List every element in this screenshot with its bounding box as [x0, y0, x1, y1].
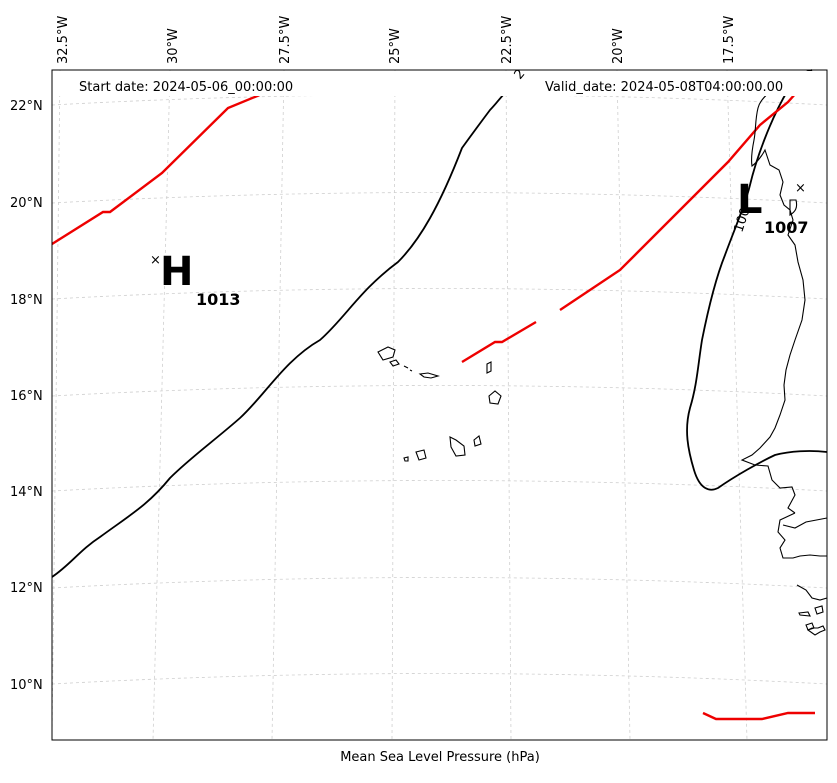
isobar-east — [686, 71, 828, 491]
island-brava — [403, 456, 409, 462]
x-axis-label: Mean Sea Level Pressure (hPa) — [340, 750, 540, 765]
lat-label: 20°N — [10, 196, 43, 211]
coast-cape-peninsula — [789, 199, 798, 216]
island-santo-antao — [377, 346, 396, 361]
island-santiago — [449, 436, 466, 457]
island-maio — [473, 435, 482, 447]
island-sal — [486, 361, 492, 374]
lat-label: 16°N — [10, 389, 43, 404]
parallel-18n — [51, 288, 828, 300]
high-pressure-value: 1013 — [196, 290, 241, 309]
lon-label: 25°W — [388, 28, 403, 64]
fronts — [51, 74, 815, 721]
front-south — [702, 711, 815, 721]
low-letter: L — [737, 177, 763, 223]
coast-africa-north — [740, 89, 806, 514]
low-centre-marker: × — [795, 181, 806, 196]
low-pressure-centre: × L 1007 — [737, 177, 809, 237]
high-pressure-centre: × H 1013 — [150, 249, 241, 309]
lon-label: 20°W — [611, 28, 626, 64]
lon-label: 27.5°W — [278, 16, 293, 64]
lon-label: 17.5°W — [722, 16, 737, 64]
start-date-label: Start date: 2024-05-06_00:00:00 — [79, 80, 293, 95]
isobar-west — [51, 92, 506, 578]
lat-label: 12°N — [10, 581, 43, 596]
meridian-32-5w — [51, 69, 61, 741]
header-band — [53, 71, 826, 96]
lat-label: 10°N — [10, 678, 43, 693]
graticule — [51, 69, 828, 741]
isobars — [51, 69, 828, 578]
high-centre-marker: × — [150, 253, 161, 268]
lon-label: 30°W — [166, 28, 181, 64]
meridian-27-5w — [271, 69, 285, 741]
parallel-22n — [51, 94, 828, 106]
meridian-20w — [616, 69, 631, 741]
front-central-a — [461, 320, 537, 364]
coastline — [740, 89, 828, 636]
lat-label: 18°N — [10, 293, 43, 308]
latitude-labels: 22°N 20°N 18°N 16°N 14°N 12°N 10°N — [10, 99, 43, 693]
island-boa-vista — [488, 390, 502, 405]
island-santa-luzia — [403, 365, 413, 372]
parallel-12n — [51, 577, 828, 589]
parallel-16n — [51, 385, 828, 397]
meridian-22-5w — [505, 69, 512, 741]
parallel-10n — [51, 673, 828, 685]
valid-date-label: Valid_date: 2024-05-08T04:00:00.00 — [545, 80, 783, 95]
lat-label: 14°N — [10, 485, 43, 500]
cape-verde-islands — [377, 346, 502, 462]
isobar-label-east: 100 — [732, 206, 754, 234]
island-sao-vicente — [389, 359, 400, 367]
island-fogo — [415, 449, 427, 461]
island-sao-nicolau — [418, 372, 440, 379]
lat-label: 22°N — [10, 99, 43, 114]
high-letter: H — [160, 249, 193, 295]
coast-africa-south — [777, 512, 828, 636]
low-pressure-value: 1007 — [764, 218, 809, 237]
front-central-b — [559, 74, 813, 311]
longitude-labels: 32.5°W 30°W 27.5°W 25°W 22.5°W 20°W 17.5… — [56, 16, 737, 64]
front-northwest — [51, 92, 263, 246]
plot-frame — [51, 69, 828, 741]
meridian-17-5w — [726, 69, 748, 741]
meridian-30w — [152, 69, 171, 741]
meridian-25w — [391, 69, 396, 741]
lon-label: 32.5°W — [56, 16, 71, 64]
parallel-20n — [51, 192, 828, 204]
lon-label: 22.5°W — [500, 16, 515, 64]
